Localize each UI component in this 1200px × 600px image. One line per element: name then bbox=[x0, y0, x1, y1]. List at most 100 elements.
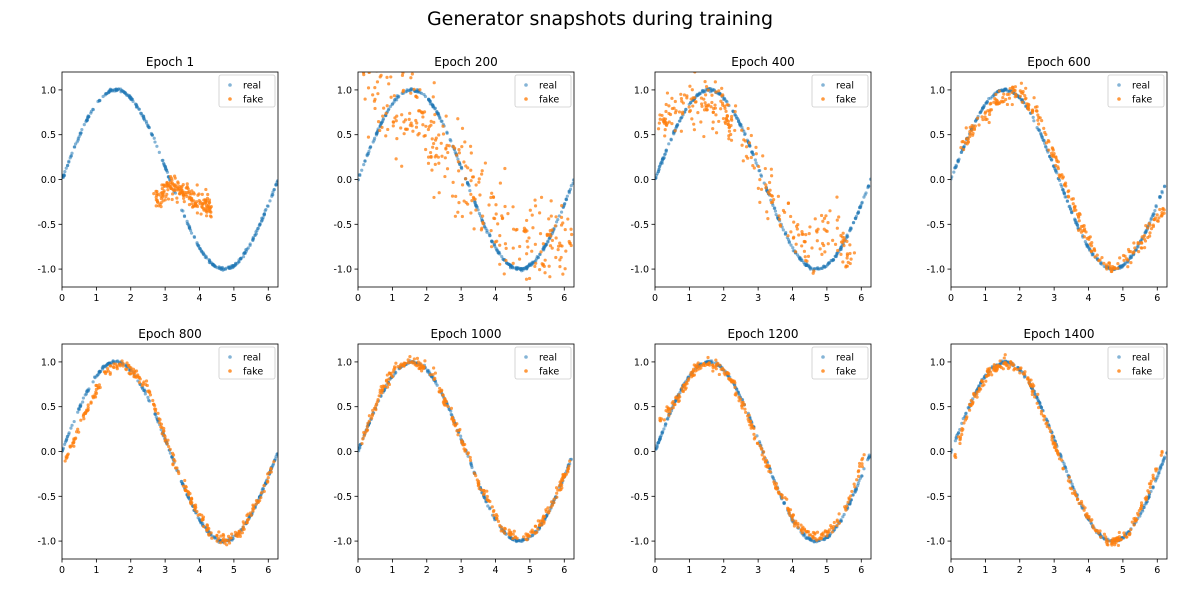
real-point bbox=[1062, 191, 1067, 195]
fake-point bbox=[1072, 205, 1076, 210]
fake-point bbox=[1112, 541, 1116, 545]
fake-point bbox=[162, 189, 166, 193]
fake-point bbox=[689, 97, 693, 101]
real-point bbox=[1139, 511, 1143, 515]
fake-point bbox=[374, 33, 377, 36]
fake-point bbox=[417, 131, 421, 136]
real-point bbox=[260, 216, 264, 220]
x-tick-label: 5 bbox=[527, 565, 533, 576]
real-point bbox=[571, 181, 574, 185]
fake-point bbox=[1155, 219, 1159, 223]
fake-point bbox=[758, 178, 762, 182]
fake-point bbox=[568, 459, 572, 463]
x-tick-label: 2 bbox=[721, 565, 727, 576]
fake-point bbox=[495, 517, 499, 521]
fake-point bbox=[756, 186, 760, 190]
fake-point bbox=[554, 255, 558, 260]
real-point bbox=[953, 166, 957, 170]
real-point bbox=[1149, 218, 1153, 222]
fake-point bbox=[795, 227, 799, 231]
fake-point bbox=[689, 371, 693, 375]
fake-point bbox=[525, 252, 529, 256]
fake-point bbox=[1002, 356, 1006, 360]
fake-point bbox=[1117, 530, 1121, 535]
real-point bbox=[486, 504, 490, 508]
fake-point bbox=[162, 433, 166, 437]
fake-point bbox=[388, 371, 392, 376]
fake-point bbox=[998, 359, 1002, 363]
fake-point bbox=[492, 513, 496, 517]
fake-point bbox=[662, 120, 666, 124]
fake-point bbox=[437, 161, 441, 165]
real-point bbox=[93, 375, 97, 379]
fake-point bbox=[1048, 429, 1053, 434]
real-point bbox=[856, 210, 861, 214]
fake-point bbox=[552, 501, 556, 505]
fake-point bbox=[530, 249, 534, 253]
fake-point bbox=[692, 122, 696, 126]
fake-point bbox=[456, 160, 460, 164]
fake-point bbox=[1066, 479, 1070, 483]
fake-point bbox=[189, 497, 194, 501]
fake-point bbox=[1026, 104, 1030, 108]
fake-point bbox=[187, 195, 192, 199]
fake-point bbox=[703, 101, 707, 105]
fake-point bbox=[495, 514, 499, 518]
y-tick-label: -0.5 bbox=[630, 492, 649, 503]
fake-point bbox=[1040, 119, 1044, 123]
fake-point bbox=[395, 137, 399, 141]
fake-point bbox=[489, 228, 493, 233]
fake-point bbox=[670, 121, 674, 126]
y-tick-label: 0.0 bbox=[41, 447, 56, 458]
real-point bbox=[81, 400, 85, 404]
fake-point bbox=[436, 155, 440, 159]
fake-point bbox=[959, 146, 963, 150]
fake-point bbox=[154, 195, 158, 200]
fake-point bbox=[154, 204, 158, 208]
fake-point bbox=[820, 241, 825, 246]
fake-point bbox=[563, 267, 567, 271]
fake-point bbox=[988, 108, 992, 112]
real-point bbox=[1053, 168, 1058, 172]
fake-point bbox=[538, 267, 542, 272]
legend-marker-fake bbox=[228, 97, 232, 101]
fake-point bbox=[170, 182, 174, 186]
fake-point bbox=[858, 464, 862, 468]
fake-point bbox=[187, 202, 192, 207]
fake-point bbox=[958, 438, 962, 442]
fake-point bbox=[1118, 256, 1122, 260]
fake-point bbox=[108, 371, 112, 375]
series-fake bbox=[953, 353, 1164, 548]
real-point bbox=[162, 162, 166, 166]
fake-point bbox=[155, 200, 160, 204]
real-point bbox=[224, 266, 228, 270]
fake-point bbox=[1129, 261, 1133, 265]
x-tick-label: 1 bbox=[686, 293, 692, 304]
fake-point bbox=[791, 513, 795, 517]
fake-point bbox=[444, 399, 448, 403]
fake-point bbox=[964, 416, 969, 421]
figure-title: Generator snapshots during training bbox=[426, 8, 774, 30]
fake-point bbox=[236, 532, 241, 536]
fake-point bbox=[962, 421, 966, 425]
fake-point bbox=[776, 194, 781, 198]
legend-marker-real bbox=[524, 83, 528, 87]
fake-point bbox=[86, 406, 90, 410]
fake-point bbox=[131, 367, 136, 371]
fake-point bbox=[76, 427, 80, 431]
legend-label-real: real bbox=[836, 81, 854, 92]
fake-point bbox=[362, 73, 366, 77]
x-tick-label: 6 bbox=[265, 565, 271, 576]
fake-point bbox=[433, 376, 437, 380]
fake-point bbox=[164, 195, 168, 199]
x-tick-label: 0 bbox=[652, 565, 658, 576]
real-point bbox=[868, 177, 871, 181]
fake-point bbox=[1019, 81, 1024, 85]
fake-point bbox=[408, 360, 412, 365]
fake-point bbox=[455, 429, 459, 433]
fake-point bbox=[746, 126, 750, 131]
fake-point bbox=[469, 179, 473, 183]
fake-point bbox=[958, 441, 962, 446]
fake-point bbox=[760, 447, 764, 451]
fake-point bbox=[1028, 382, 1032, 386]
